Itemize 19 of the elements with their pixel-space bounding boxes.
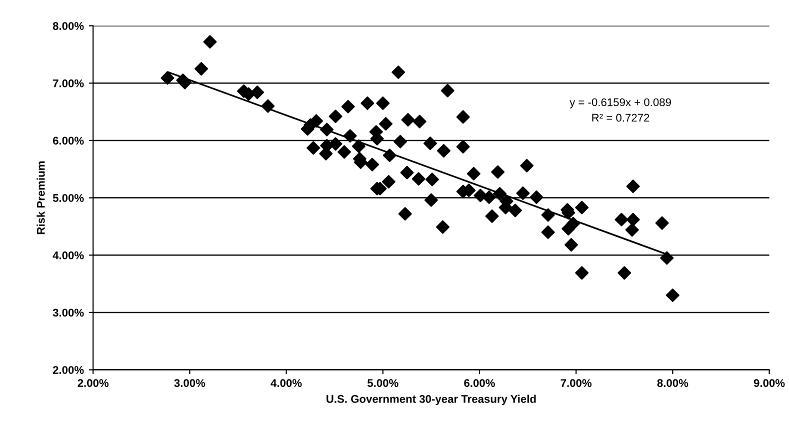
y-axis-title: Risk Premium [36, 161, 45, 234]
y-tick-label: 6.00% [52, 136, 84, 145]
y-tick-label: 2.00% [52, 366, 84, 374]
x-tick-label: 5.00% [367, 379, 398, 387]
x-tick-label: 7.00% [560, 379, 592, 387]
x-tick-label: 4.00% [270, 379, 302, 387]
x-tick-label: 6.00% [464, 379, 495, 387]
x-tick-label: 9.00% [754, 379, 785, 387]
x-axis-title: U.S. Government 30-year Treasury Yield [326, 394, 536, 406]
y-tick-label: 7.00% [53, 79, 84, 88]
annotation: R² = 0.7272 [592, 114, 650, 122]
x-tick-label: 8.00% [657, 379, 688, 387]
y-tick-label: 5.00% [52, 194, 84, 202]
y-tick-label: 4.00% [52, 251, 84, 260]
x-tick-label: 3.00% [174, 379, 206, 388]
annotation: y = -0.6159x + 0.089 [570, 98, 671, 108]
x-tick-label: 2.00% [78, 379, 109, 387]
y-tick-label: 8.00% [52, 22, 84, 30]
y-tick-label: 3.00% [52, 308, 84, 317]
